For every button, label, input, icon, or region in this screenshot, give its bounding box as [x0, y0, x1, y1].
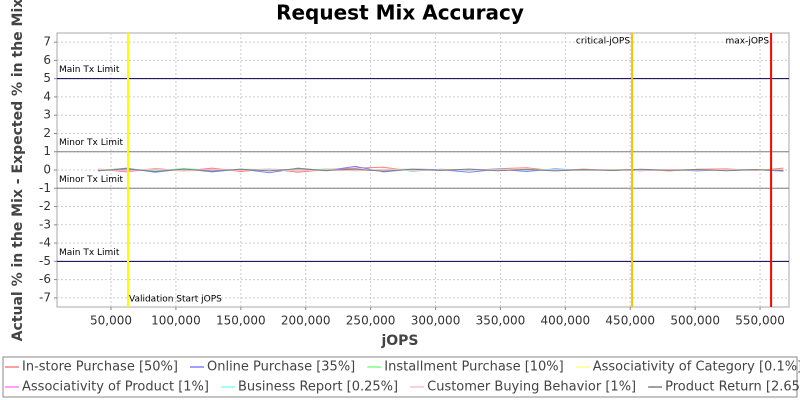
legend-label: Customer Buying Behavior [1%]	[427, 380, 636, 395]
x-tick-label: 550,000	[735, 314, 785, 328]
limit-label: Minor Tx Limit	[59, 175, 124, 185]
limit-label: Main Tx Limit	[59, 248, 120, 258]
y-axis-label: Actual % in the Mix - Expected % in the …	[10, 0, 26, 341]
x-axis-label: jOPS	[380, 333, 418, 349]
x-tick-label: 400,000	[541, 314, 591, 328]
series-line	[97, 168, 784, 172]
y-tick-label: -5	[39, 254, 51, 268]
legend-label: Associativity of Category [0.1%]	[593, 360, 800, 375]
y-tick-label: -1	[39, 181, 51, 195]
marker-label: Validation Start jOPS	[129, 295, 222, 305]
x-tick-label: 300,000	[411, 314, 461, 328]
y-tick-label: 1	[43, 144, 51, 158]
x-tick-label: 150,000	[216, 314, 266, 328]
legend-label: Installment Purchase [10%]	[384, 360, 563, 375]
limit-label: Minor Tx Limit	[59, 138, 124, 148]
y-tick-label: 2	[43, 126, 51, 140]
legend-box	[2, 356, 798, 398]
y-tick-label: 6	[43, 53, 51, 67]
chart-title: Request Mix Accuracy	[276, 1, 524, 25]
x-tick-label: 200,000	[281, 314, 331, 328]
legend-label: Online Purchase [35%]	[207, 360, 355, 375]
y-tick-label: -3	[39, 217, 51, 231]
x-tick-label: 250,000	[346, 314, 396, 328]
y-tick-label: -6	[39, 272, 51, 286]
legend-label: In-store Purchase [50%]	[22, 360, 178, 375]
x-tick-label: 500,000	[670, 314, 720, 328]
marker-label: critical-jOPS	[576, 37, 630, 47]
legend-label: Product Return [2.65%]	[665, 380, 800, 395]
x-tick-label: 100,000	[151, 314, 201, 328]
y-tick-label: -7	[39, 290, 51, 304]
y-tick-label: -2	[39, 199, 51, 213]
legend-label: Associativity of Product [1%]	[22, 380, 209, 395]
y-tick-label: 0	[43, 163, 51, 177]
y-tick-label: 4	[43, 89, 51, 103]
y-tick-label: 5	[43, 71, 51, 85]
y-tick-label: 3	[43, 108, 51, 122]
legend-label: Business Report [0.25%]	[238, 380, 398, 395]
limit-label: Main Tx Limit	[59, 65, 120, 75]
y-tick-label: -4	[39, 236, 51, 250]
x-tick-label: 50,000	[90, 314, 132, 328]
y-tick-label: 7	[43, 35, 51, 49]
marker-label: max-jOPS	[725, 37, 769, 47]
x-tick-label: 350,000	[476, 314, 526, 328]
x-tick-label: 450,000	[605, 314, 655, 328]
